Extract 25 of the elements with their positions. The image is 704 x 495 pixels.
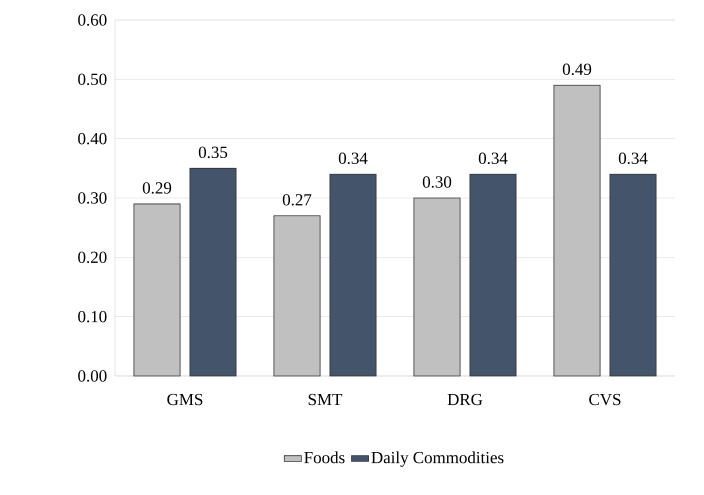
data-label: 0.30	[422, 176, 452, 188]
y-tick-label: 0.10	[78, 310, 107, 322]
x-tick-label: DRG	[448, 394, 482, 406]
data-label: 0.34	[478, 152, 508, 164]
bar	[190, 168, 237, 376]
bar	[470, 174, 517, 376]
data-label: 0.34	[338, 152, 368, 164]
legend-label: Foods	[304, 451, 345, 464]
x-tick-label: SMT	[308, 394, 342, 406]
legend-label: Daily Commodities	[371, 451, 504, 467]
y-tick-label: 0.00	[78, 370, 107, 382]
y-tick-label: 0.30	[78, 192, 107, 204]
y-tick-label: 0.60	[78, 14, 107, 26]
data-label: 0.27	[282, 194, 312, 206]
y-tick-label: 0.20	[78, 252, 107, 264]
y-tick-label: 0.50	[78, 74, 107, 86]
data-label: 0.35	[198, 146, 228, 158]
y-tick-label: 0.40	[78, 132, 107, 144]
bar	[610, 174, 657, 376]
bar	[330, 174, 377, 376]
data-label: 0.49	[562, 64, 592, 76]
data-label: 0.29	[142, 182, 172, 194]
x-tick-label: GMS	[167, 394, 202, 406]
x-tick-label: CVS	[589, 394, 620, 406]
data-label: 0.34	[618, 152, 648, 164]
